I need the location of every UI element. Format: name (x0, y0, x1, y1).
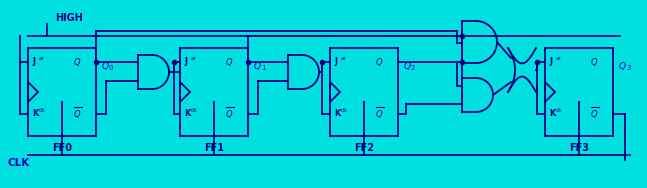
Text: K: K (549, 109, 555, 118)
Text: Q: Q (376, 109, 382, 118)
Text: FF2: FF2 (354, 143, 374, 153)
Text: J: J (32, 58, 35, 67)
Text: ar: ar (191, 57, 197, 61)
Text: ar: ar (39, 57, 45, 61)
Text: Q: Q (619, 61, 626, 70)
Text: clk: clk (39, 108, 46, 114)
Text: 2: 2 (411, 65, 415, 71)
Text: Q: Q (376, 58, 382, 67)
Text: K: K (334, 109, 340, 118)
Bar (330, 48, 398, 136)
Text: J: J (549, 58, 552, 67)
Text: Q: Q (591, 58, 598, 67)
Text: Q: Q (102, 61, 109, 70)
Text: HIGH: HIGH (55, 13, 83, 23)
Text: FF0: FF0 (52, 143, 72, 153)
Text: clk: clk (556, 108, 563, 114)
Text: Q: Q (254, 61, 261, 70)
Text: clk: clk (191, 108, 198, 114)
Bar (28, 48, 96, 136)
Text: K: K (32, 109, 38, 118)
Text: FF1: FF1 (204, 143, 224, 153)
Text: 3: 3 (626, 65, 630, 71)
Text: Q: Q (74, 109, 81, 118)
Text: 0: 0 (109, 65, 113, 71)
Text: ar: ar (341, 57, 347, 61)
Bar (180, 48, 248, 136)
Text: Q: Q (74, 58, 81, 67)
Text: K: K (184, 109, 190, 118)
Text: Q: Q (226, 58, 233, 67)
Text: 1: 1 (261, 65, 265, 71)
Text: ar: ar (556, 57, 562, 61)
Text: FF3: FF3 (569, 143, 589, 153)
Bar (545, 48, 613, 136)
Text: CLK: CLK (8, 158, 30, 168)
Text: J: J (334, 58, 337, 67)
Text: clk: clk (341, 108, 348, 114)
Text: Q: Q (404, 61, 411, 70)
Text: Q: Q (226, 109, 233, 118)
Text: Q: Q (591, 109, 598, 118)
Text: J: J (184, 58, 187, 67)
